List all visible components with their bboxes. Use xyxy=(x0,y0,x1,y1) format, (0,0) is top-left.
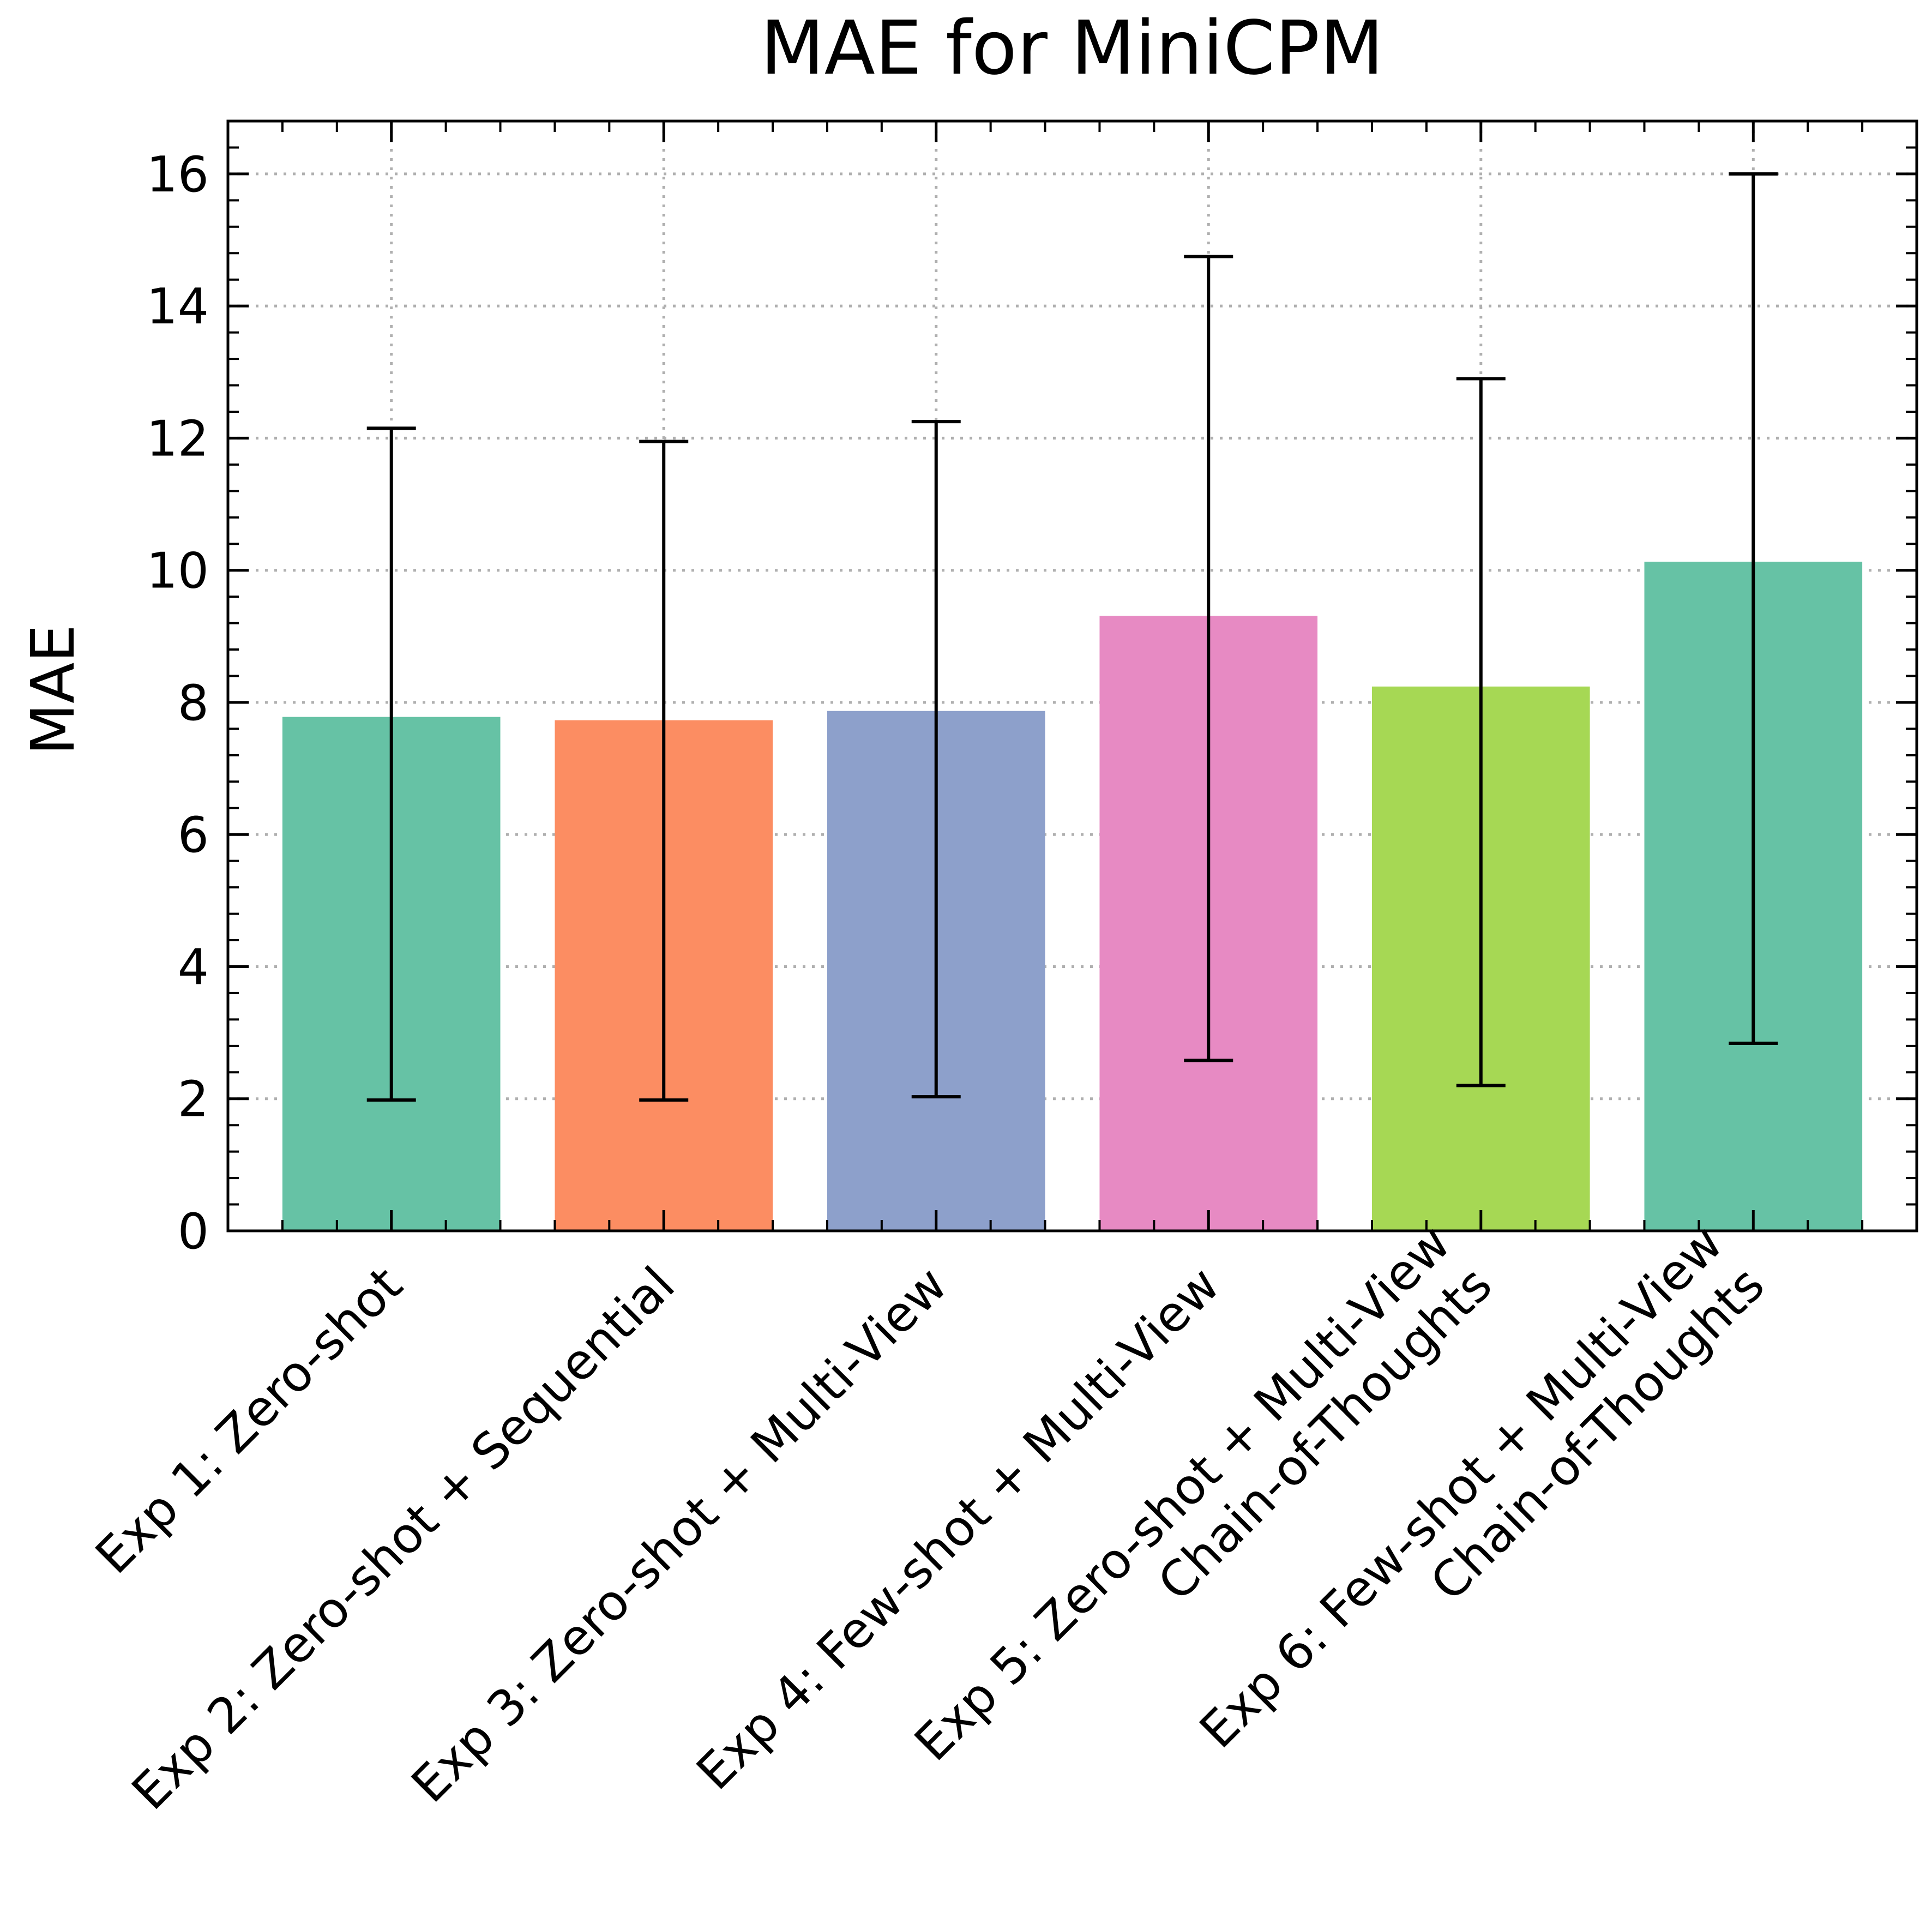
x-tick-label: Exp 2: Zero-shot + Sequential xyxy=(121,1256,686,1821)
y-tick-label: 2 xyxy=(178,1071,209,1128)
y-axis-label: MAE xyxy=(18,624,88,755)
x-tick-label-line: Exp 1: Zero-shot xyxy=(85,1256,413,1585)
error-bar xyxy=(1184,255,1233,1062)
error-bar xyxy=(639,440,689,1102)
y-tick-label: 4 xyxy=(178,939,209,996)
plot-frame xyxy=(226,119,1918,1232)
error-bars xyxy=(366,172,1778,1102)
y-tick-label: 10 xyxy=(146,543,209,600)
error-bar xyxy=(1729,172,1778,1045)
bars xyxy=(282,561,1863,1231)
axis-ticks xyxy=(228,121,1917,1232)
y-tick-label: 6 xyxy=(178,807,209,864)
x-tick-label: Exp 3: Zero-shot + Multi-View xyxy=(401,1256,958,1813)
y-tick-label: 14 xyxy=(146,278,209,335)
error-bar xyxy=(911,420,961,1099)
x-tick-label-line: Exp 3: Zero-shot + Multi-View xyxy=(401,1256,958,1813)
chart-title: MAE for MiniCPM xyxy=(760,5,1383,92)
y-tick-label: 8 xyxy=(178,675,209,732)
x-tick-label: Exp 1: Zero-shot xyxy=(85,1256,413,1585)
error-bar xyxy=(366,426,416,1102)
y-tick-label: 0 xyxy=(178,1203,209,1260)
y-tick-label: 12 xyxy=(146,410,209,467)
error-bar xyxy=(1456,377,1506,1087)
x-tick-label-line: Exp 2: Zero-shot + Sequential xyxy=(121,1256,686,1821)
y-tick-label: 16 xyxy=(146,146,209,203)
